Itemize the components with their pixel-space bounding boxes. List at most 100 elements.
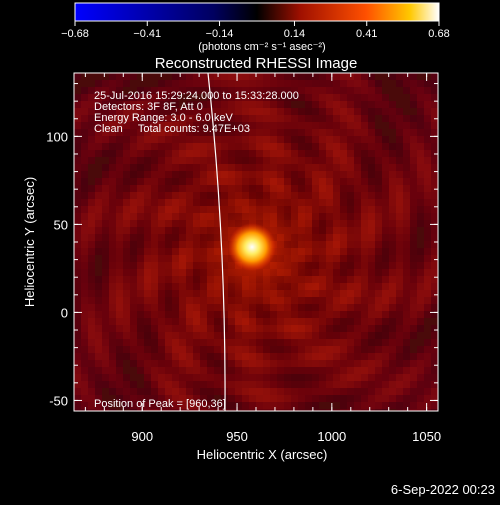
speckle-cell (361, 262, 368, 269)
speckle-cell (256, 395, 263, 402)
speckle-cell (165, 339, 172, 346)
speckle-cell (95, 297, 102, 304)
speckle-cell (81, 374, 88, 381)
speckle-cell (347, 325, 354, 332)
speckle-cell (200, 381, 207, 388)
speckle-cell (284, 353, 291, 360)
speckle-cell (403, 178, 410, 185)
speckle-cell (116, 297, 123, 304)
speckle-cell (81, 395, 88, 402)
speckle-cell (186, 346, 193, 353)
speckle-cell (186, 213, 193, 220)
speckle-cell (179, 374, 186, 381)
speckle-cell (88, 234, 95, 241)
speckle-cell (396, 157, 403, 164)
speckle-cell (389, 339, 396, 346)
speckle-cell (417, 346, 424, 353)
speckle-cell (375, 318, 382, 325)
speckle-cell (144, 269, 151, 276)
speckle-cell (179, 108, 186, 115)
speckle-cell (214, 115, 221, 122)
speckle-cell (347, 143, 354, 150)
speckle-cell (116, 248, 123, 255)
speckle-cell (165, 129, 172, 136)
speckle-cell (158, 367, 165, 374)
speckle-cell (193, 402, 200, 409)
speckle-cell (165, 164, 172, 171)
speckle-cell (340, 339, 347, 346)
speckle-cell (424, 381, 431, 388)
speckle-cell (312, 171, 319, 178)
speckle-cell (333, 171, 340, 178)
speckle-cell (354, 297, 361, 304)
speckle-cell (116, 353, 123, 360)
speckle-cell (151, 381, 158, 388)
speckle-cell (193, 409, 200, 411)
speckle-cell (368, 283, 375, 290)
speckle-cell (354, 199, 361, 206)
speckle-cell (144, 339, 151, 346)
speckle-cell (165, 185, 172, 192)
speckle-cell (291, 164, 298, 171)
speckle-cell (403, 360, 410, 367)
speckle-cell (354, 185, 361, 192)
speckle-cell (158, 283, 165, 290)
speckle-cell (312, 185, 319, 192)
speckle-cell (179, 248, 186, 255)
speckle-cell (270, 136, 277, 143)
speckle-cell (354, 150, 361, 157)
speckle-cell (291, 122, 298, 129)
speckle-cell (354, 325, 361, 332)
speckle-cell (151, 402, 158, 409)
speckle-cell (375, 353, 382, 360)
speckle-cell (382, 171, 389, 178)
speckle-cell (151, 346, 158, 353)
speckle-cell (200, 339, 207, 346)
speckle-cell (298, 157, 305, 164)
speckle-cell (305, 108, 312, 115)
annotation-energy: Energy Range: 3.0 - 6.0 keV (94, 112, 233, 124)
speckle-cell (263, 101, 270, 108)
speckle-cell (88, 108, 95, 115)
speckle-cell (410, 143, 417, 150)
speckle-cell (186, 87, 193, 94)
speckle-cell (403, 199, 410, 206)
speckle-cell (74, 353, 81, 360)
speckle-cell (389, 402, 396, 409)
speckle-cell (375, 227, 382, 234)
speckle-cell (242, 332, 249, 339)
speckle-cell (193, 395, 200, 402)
speckle-cell (165, 360, 172, 367)
speckle-cell (410, 325, 417, 332)
speckle-cell (340, 122, 347, 129)
speckle-cell (242, 367, 249, 374)
speckle-cell (263, 353, 270, 360)
speckle-cell (382, 115, 389, 122)
speckle-cell (165, 381, 172, 388)
speckle-cell (95, 402, 102, 409)
speckle-cell (319, 374, 326, 381)
speckle-cell (186, 318, 193, 325)
colorbar-tick-labels: −0.68 −0.41 −0.14 0.14 0.41 0.68 (61, 28, 450, 40)
speckle-cell (158, 227, 165, 234)
speckle-cell (424, 164, 431, 171)
speckle-cell (368, 248, 375, 255)
speckle-cell (263, 318, 270, 325)
speckle-cell (396, 73, 403, 80)
speckle-cell (305, 73, 312, 80)
speckle-cell (123, 332, 130, 339)
speckle-cell (151, 101, 158, 108)
speckle-cell (340, 248, 347, 255)
speckle-cell (368, 227, 375, 234)
speckle-cell (165, 241, 172, 248)
speckle-cell (193, 325, 200, 332)
speckle-cell (431, 143, 438, 150)
speckle-cell (340, 325, 347, 332)
speckle-cell (361, 87, 368, 94)
speckle-cell (396, 311, 403, 318)
speckle-cell (123, 143, 130, 150)
speckle-cell (200, 402, 207, 409)
speckle-cell (109, 318, 116, 325)
speckle-cell (382, 346, 389, 353)
